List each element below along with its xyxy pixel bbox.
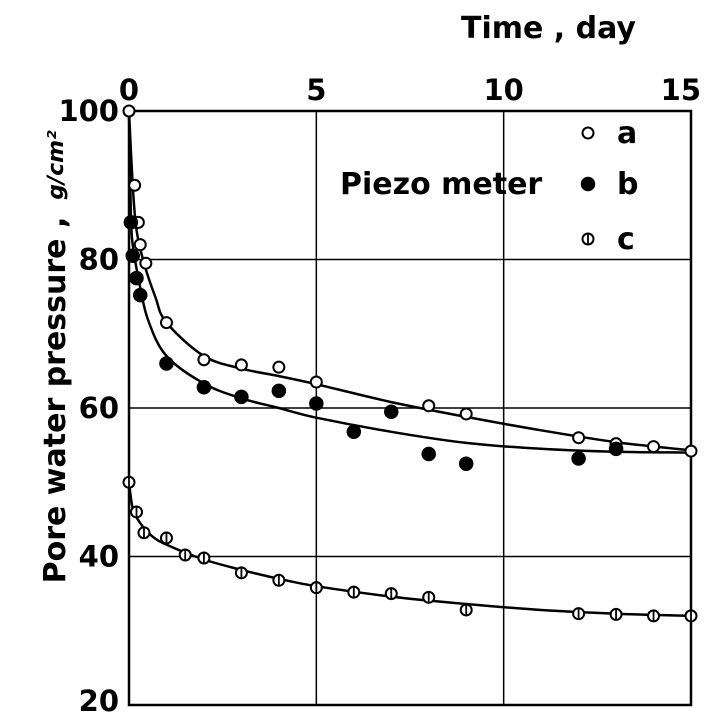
point-b-14 xyxy=(608,441,624,457)
x-axis-title: Time , day xyxy=(461,11,636,46)
point-b-0 xyxy=(123,215,139,230)
point-b-10 xyxy=(384,404,399,419)
point-a-9 xyxy=(309,375,323,389)
curve-c xyxy=(127,482,692,618)
point-b-11 xyxy=(421,446,436,462)
point-c-11 xyxy=(422,590,436,604)
point-b-2 xyxy=(129,270,144,286)
point-c-9 xyxy=(347,585,361,599)
legend-marker-b xyxy=(580,176,596,192)
legend: abc xyxy=(580,116,638,257)
point-c-5 xyxy=(197,551,211,565)
point-c-14 xyxy=(609,607,623,621)
legend-title: Piezo meter xyxy=(340,167,542,202)
point-b-1 xyxy=(125,248,140,264)
point-a-8 xyxy=(272,360,286,374)
legend-label-b: b xyxy=(617,167,638,202)
legend-label-a: a xyxy=(617,116,637,151)
point-b-9 xyxy=(346,424,362,440)
point-c-7 xyxy=(272,573,286,587)
tick-labels: 0 5 10 15 20 40 60 80 100 xyxy=(58,73,701,717)
point-a-13 xyxy=(572,431,586,445)
legend-label-c: c xyxy=(617,222,635,257)
y-tick-label-4: 100 xyxy=(58,94,119,128)
legend-marker-c xyxy=(581,232,595,246)
point-c-10 xyxy=(384,587,398,601)
point-b-8 xyxy=(309,396,324,411)
point-c-2 xyxy=(137,526,151,540)
point-a-4 xyxy=(139,256,153,270)
point-c-15 xyxy=(647,609,661,623)
curve-a xyxy=(127,110,692,452)
point-c-16 xyxy=(684,609,698,623)
point-b-5 xyxy=(196,379,212,395)
x-tick-label-2: 10 xyxy=(483,73,523,107)
y-axis-unit: g/cm² xyxy=(44,130,69,200)
y-tick-label-2: 60 xyxy=(79,391,119,425)
point-a-0 xyxy=(122,104,136,118)
curve-b xyxy=(127,110,692,454)
point-b-4 xyxy=(159,356,174,371)
point-c-6 xyxy=(234,566,248,580)
point-c-0 xyxy=(122,475,136,489)
x-tick-label-3: 15 xyxy=(661,73,701,107)
point-b-3 xyxy=(132,287,148,303)
point-c-3 xyxy=(159,531,173,545)
point-c-1 xyxy=(129,505,143,519)
point-a-1 xyxy=(128,178,142,192)
y-axis-title: Pore water pressure , xyxy=(38,217,73,584)
y-tick-label-0: 20 xyxy=(79,684,119,717)
point-a-3 xyxy=(133,238,147,252)
point-c-4 xyxy=(178,548,192,562)
point-c-12 xyxy=(459,603,473,617)
point-a-16 xyxy=(684,444,698,458)
y-tick-label-3: 80 xyxy=(79,243,119,277)
point-a-6 xyxy=(197,353,211,367)
point-b-12 xyxy=(458,456,474,471)
point-a-7 xyxy=(234,358,248,372)
point-a-11 xyxy=(422,399,436,413)
point-a-15 xyxy=(647,440,661,454)
point-b-6 xyxy=(234,389,249,405)
point-c-8 xyxy=(309,581,323,595)
point-c-13 xyxy=(572,607,586,621)
point-a-5 xyxy=(159,316,173,330)
x-tick-label-0: 0 xyxy=(119,73,139,107)
point-b-13 xyxy=(571,451,586,466)
point-a-12 xyxy=(459,407,473,421)
x-tick-label-1: 5 xyxy=(306,73,326,107)
y-tick-label-1: 40 xyxy=(79,540,119,574)
point-b-7 xyxy=(271,383,287,399)
legend-marker-a xyxy=(581,126,595,140)
data-points xyxy=(122,104,698,623)
